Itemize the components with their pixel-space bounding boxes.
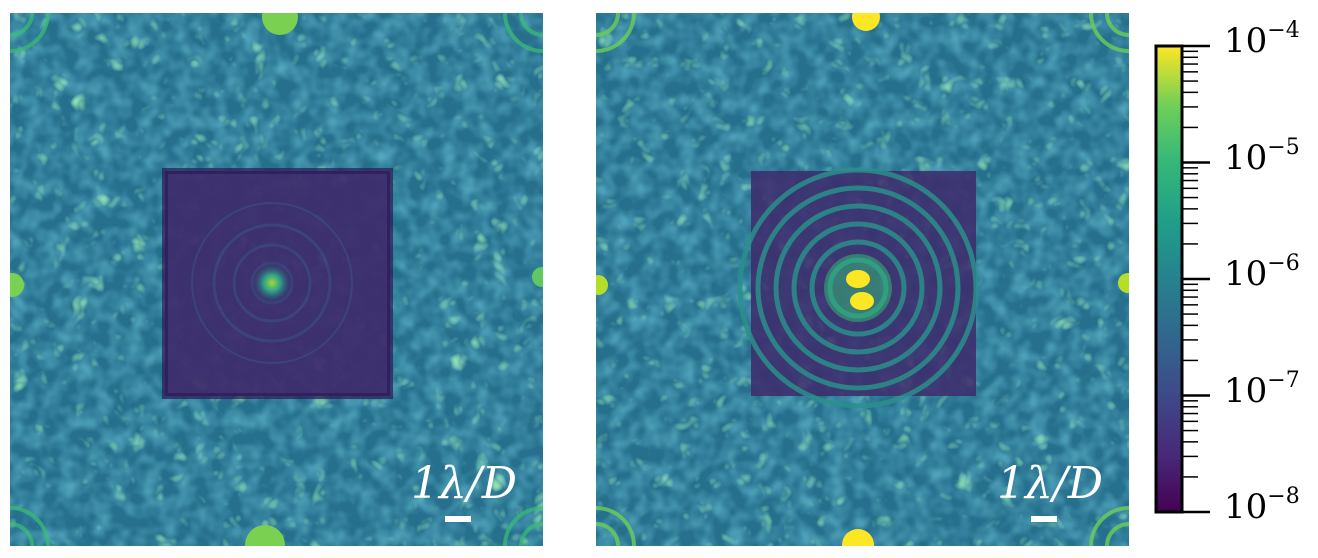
scalebar-label: 1λ/D <box>411 458 517 509</box>
colorbar-tick-label: 10−8 <box>1224 484 1300 527</box>
scalebar-line <box>1031 516 1057 522</box>
scalebar-label: 1λ/D <box>997 458 1103 509</box>
left-panel: 1λ/D <box>10 13 543 546</box>
colorbar: 10−4 10−5 10−6 10−7 10−8 <box>1154 20 1318 524</box>
scalebar-line <box>445 516 471 522</box>
right-panel: 1λ/D <box>596 13 1129 546</box>
colorbar-gradient <box>1154 44 1210 514</box>
left-psf-image <box>10 13 543 546</box>
colorbar-tick-label: 10−7 <box>1224 368 1300 411</box>
colorbar-tick-label: 10−4 <box>1224 18 1300 61</box>
colorbar-tick-label: 10−6 <box>1224 251 1300 294</box>
right-psf-image <box>596 13 1129 546</box>
colorbar-tick-label: 10−5 <box>1224 135 1300 178</box>
